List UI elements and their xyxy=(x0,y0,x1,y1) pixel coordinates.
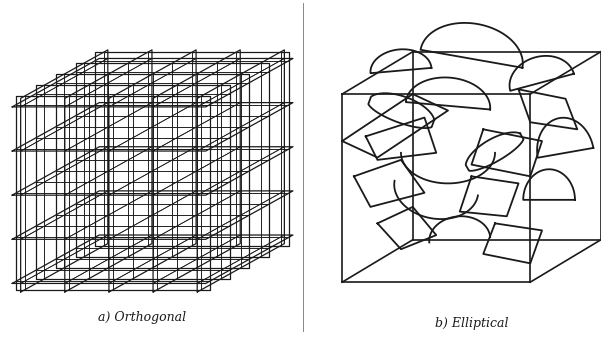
Text: b) Elliptical: b) Elliptical xyxy=(435,317,508,331)
Text: a) Orthogonal: a) Orthogonal xyxy=(98,311,186,324)
